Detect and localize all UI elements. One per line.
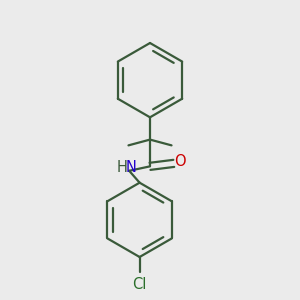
Text: Cl: Cl xyxy=(132,277,147,292)
Text: N: N xyxy=(125,160,136,175)
Text: H: H xyxy=(116,160,127,175)
Text: O: O xyxy=(175,154,186,169)
